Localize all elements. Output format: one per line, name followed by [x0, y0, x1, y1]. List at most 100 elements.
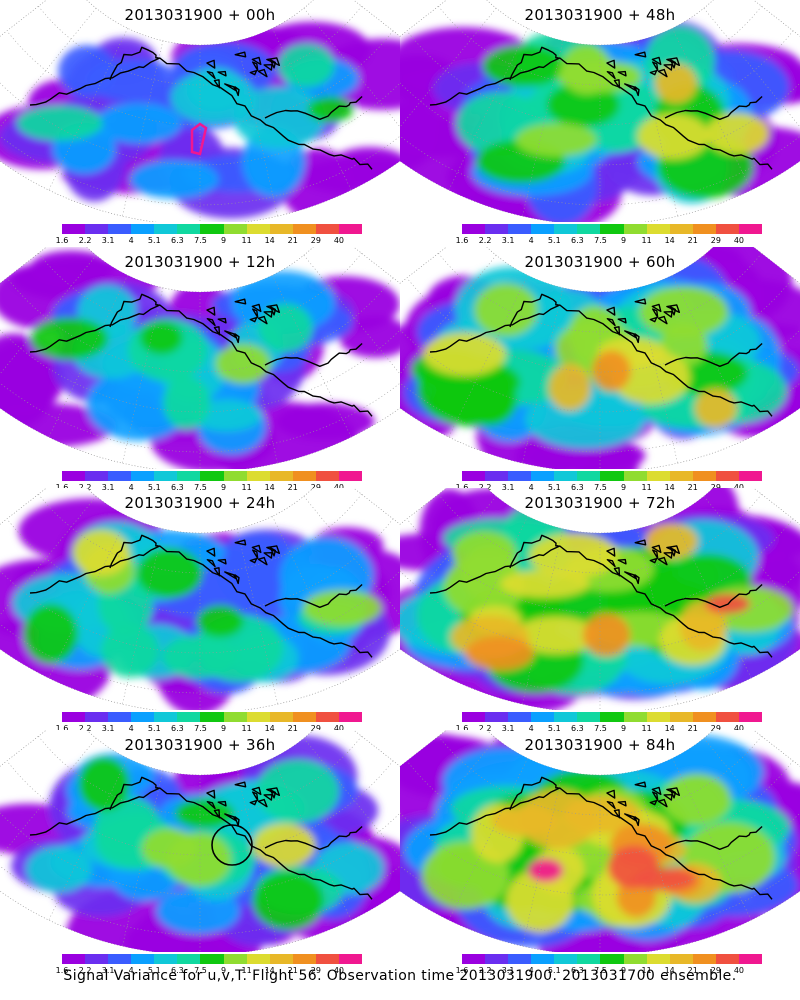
colorbar-tick-label: 14	[664, 966, 675, 975]
colorbar-swatch	[131, 224, 155, 234]
colorbar-tick-label: 9	[220, 483, 227, 492]
colorbar-swatch	[223, 471, 247, 481]
colorbar-tick-label: 29	[310, 724, 321, 733]
variance-map	[0, 247, 400, 469]
map-panel: 2013031900 + 48h 1.6 2.2 3.1 4 5.1 6.3 7.5 9 11 14…	[400, 0, 800, 245]
colorbar-swatch	[577, 471, 601, 481]
colorbar-tick-label: 4	[128, 236, 134, 245]
coastlines	[29, 534, 373, 658]
colorbar-tick-label: 7.5	[594, 236, 607, 245]
colorbar-swatch	[531, 224, 555, 234]
colorbar-swatch	[200, 954, 224, 964]
colorbar-tick-label: 3.1	[501, 724, 515, 733]
colorbar-swatch	[462, 954, 486, 964]
map-panel: 2013031900 + 12h1.62.23.145.16.37.591114…	[0, 247, 400, 492]
colorbar-tick-label: 1.6	[55, 724, 69, 733]
graticule	[0, 253, 400, 469]
colorbar-tick-label: 7.5	[594, 966, 607, 975]
colorbar-tick-label: 14	[664, 236, 675, 245]
colorbar-swatch	[623, 471, 647, 481]
variance-field	[400, 731, 800, 952]
colorbar-swatch	[554, 224, 578, 234]
colorbar	[62, 712, 363, 722]
graticule	[0, 6, 400, 222]
colorbar-swatch	[715, 471, 739, 481]
colorbar-swatch	[715, 712, 739, 722]
colorbar-tick-label: 11	[641, 236, 652, 245]
colorbar-tick-label: 2.2	[78, 724, 92, 733]
colorbar-swatch	[315, 224, 339, 234]
colorbar-swatch	[85, 712, 109, 722]
coastlines	[29, 776, 373, 900]
colorbar-tick-label: 3.1	[101, 966, 115, 975]
colorbar-swatch	[600, 471, 624, 481]
colorbar-swatch	[154, 471, 178, 481]
panel-title: 2013031900 + 60h	[524, 253, 676, 271]
colorbar-tick-label: 3.1	[101, 236, 115, 245]
colorbar-tick-label: 21	[687, 724, 698, 733]
colorbar-swatch	[554, 471, 578, 481]
colorbar-tick-label: 29	[710, 966, 721, 975]
colorbar-tick-label: 5.1	[547, 966, 561, 975]
colorbar-tick-label: 3.1	[501, 236, 515, 245]
colorbar-swatch	[154, 712, 178, 722]
colorbar	[462, 712, 763, 722]
colorbar-swatch	[292, 224, 316, 234]
colorbar-swatch	[315, 712, 339, 722]
colorbar-swatch	[177, 224, 201, 234]
colorbar-tick-label: 3.1	[101, 483, 115, 492]
colorbar-swatch	[669, 471, 693, 481]
colorbar-swatch	[531, 712, 555, 722]
colorbar-tick-label: 21	[687, 966, 698, 975]
colorbar-swatch	[62, 954, 86, 964]
colorbar-tick-label: 29	[310, 236, 321, 245]
colorbar-tick-label: 4	[528, 236, 534, 245]
panel-title: 2013031900 + 48h	[524, 6, 676, 24]
colorbar-tick-label: 4	[128, 724, 134, 733]
colorbar-swatch	[269, 954, 293, 964]
colorbar-tick-label: 29	[710, 236, 721, 245]
colorbar-swatch	[508, 712, 532, 722]
colorbar-swatch	[269, 224, 293, 234]
colorbar-swatch	[315, 471, 339, 481]
colorbar-swatch	[669, 712, 693, 722]
colorbar-swatch	[738, 954, 763, 964]
colorbar-swatch	[485, 954, 509, 964]
colorbar	[62, 224, 363, 234]
colorbar-tick-label: 40	[733, 966, 745, 975]
colorbar	[62, 954, 363, 964]
colorbar-swatch	[485, 471, 509, 481]
map-panel: 2013031900 + 00h 1.6 2.2 3.1 4 5.1 6.3 7.5 9 11 14…	[0, 0, 400, 245]
colorbar-swatch	[108, 712, 132, 722]
colorbar-swatch	[531, 954, 555, 964]
colorbar-tick-label: 14	[664, 483, 675, 492]
colorbar-tick-label: 9	[620, 724, 627, 733]
colorbar-swatch	[646, 712, 670, 722]
colorbar-tick-label: 7.5	[194, 483, 207, 492]
colorbar-tick-label: 7.5	[194, 966, 207, 975]
colorbar-swatch	[246, 712, 270, 722]
colorbar-swatch	[338, 954, 363, 964]
colorbar-tick-label: 5.1	[547, 724, 561, 733]
colorbar-swatch	[246, 471, 270, 481]
variance-map	[400, 247, 800, 469]
colorbar-tick-label: 2.2	[78, 966, 92, 975]
colorbar-swatch	[738, 224, 763, 234]
colorbar-tick-label: 6.3	[571, 966, 584, 975]
colorbar-swatch	[223, 712, 247, 722]
colorbar-tick-label: 29	[710, 724, 721, 733]
colorbar-tick-label: 11	[641, 724, 652, 733]
colorbar-tick-label: 2.2	[78, 236, 92, 245]
colorbar-swatch	[623, 712, 647, 722]
panel-title: 2013031900 + 84h	[524, 736, 676, 754]
colorbar-tick-label: 4	[528, 724, 534, 733]
colorbar-tick-label: 6.3	[171, 236, 184, 245]
variance-map	[0, 730, 400, 952]
colorbar-tick-label: 2.2	[478, 966, 492, 975]
colorbar-swatch	[223, 224, 247, 234]
map-panel: 2013031900 + 84h 1.6 2.2 3.1 4 5.1 6.3 7.5 9 11 14…	[400, 730, 800, 975]
variance-field	[400, 20, 800, 222]
colorbar-tick-label: 1.6	[55, 236, 69, 245]
colorbar-tick-label: 14	[264, 483, 275, 492]
